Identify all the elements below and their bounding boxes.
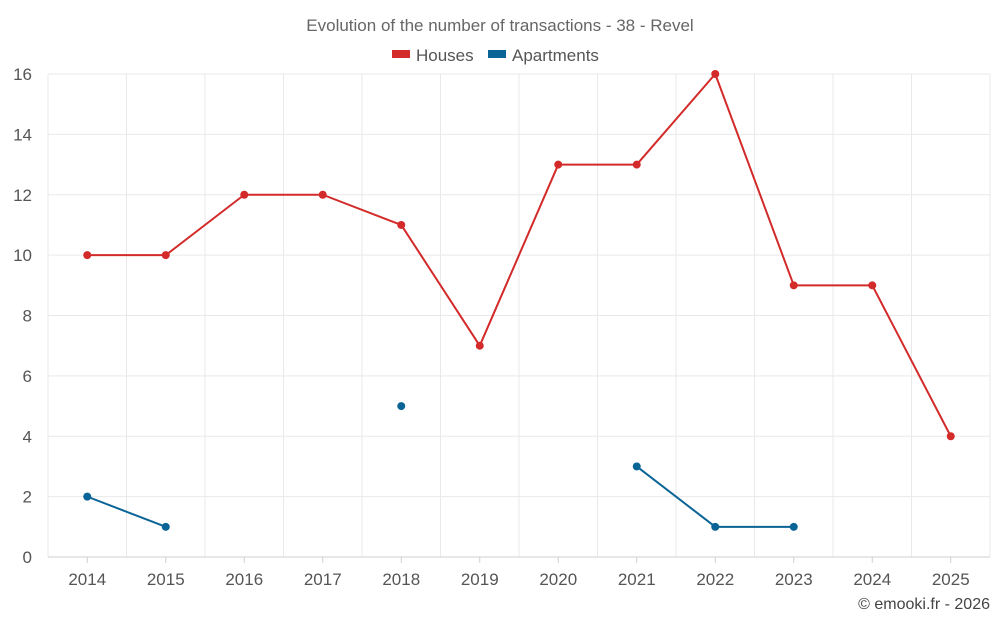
y-tick-label: 8 <box>23 307 32 326</box>
legend-label: Apartments <box>512 46 599 65</box>
data-point <box>946 432 955 441</box>
data-point <box>789 522 798 531</box>
data-point <box>632 462 641 471</box>
legend-label: Houses <box>416 46 474 65</box>
x-tick-label: 2015 <box>147 570 185 589</box>
data-point <box>554 160 563 169</box>
legend-swatch <box>488 50 506 58</box>
y-tick-label: 4 <box>23 427 32 446</box>
x-tick-label: 2017 <box>304 570 342 589</box>
data-point <box>632 160 641 169</box>
legend-swatch <box>392 50 410 58</box>
data-point <box>83 492 92 501</box>
y-tick-label: 0 <box>23 548 32 567</box>
data-point <box>83 251 92 260</box>
x-tick-label: 2020 <box>539 570 577 589</box>
y-tick-label: 14 <box>13 125 32 144</box>
data-point <box>868 281 877 290</box>
x-tick-label: 2014 <box>68 570 106 589</box>
x-tick-label: 2018 <box>382 570 420 589</box>
x-tick-label: 2023 <box>775 570 813 589</box>
x-tick-label: 2024 <box>853 570 891 589</box>
data-point <box>397 402 406 411</box>
x-tick-label: 2022 <box>696 570 734 589</box>
x-tick-label: 2016 <box>225 570 263 589</box>
data-point <box>240 190 249 199</box>
data-point <box>397 220 406 229</box>
legend: Houses Apartments <box>392 46 599 65</box>
series-line <box>86 495 167 528</box>
x-tick-label: 2021 <box>618 570 656 589</box>
y-tick-label: 10 <box>13 246 32 265</box>
series-line <box>87 73 952 437</box>
legend-item-houses: Houses <box>392 46 474 65</box>
data-point <box>789 281 798 290</box>
data-point <box>161 251 170 260</box>
y-tick-label: 12 <box>13 186 32 205</box>
series-houses <box>83 70 955 441</box>
data-point <box>161 522 170 531</box>
legend-item-apartments: Apartments <box>488 46 599 65</box>
series-apartments <box>83 402 798 531</box>
data-point <box>711 70 720 78</box>
series-layer <box>83 70 955 531</box>
x-tick-label: 2019 <box>461 570 499 589</box>
x-tick-label: 2025 <box>932 570 970 589</box>
credit-text: © emooki.fr - 2026 <box>858 596 990 613</box>
y-tick-label: 16 <box>13 65 32 84</box>
data-point <box>711 522 720 531</box>
data-point <box>475 341 484 350</box>
y-tick-label: 6 <box>23 367 32 386</box>
chart-title: Evolution of the number of transactions … <box>306 16 693 35</box>
data-point <box>318 190 327 199</box>
axes: 0 2 4 6 8 10 12 14 16 2014 2015 2016 2017 2018 2019 202… <box>13 65 990 589</box>
grid <box>47 73 991 557</box>
y-tick-label: 2 <box>23 488 32 507</box>
